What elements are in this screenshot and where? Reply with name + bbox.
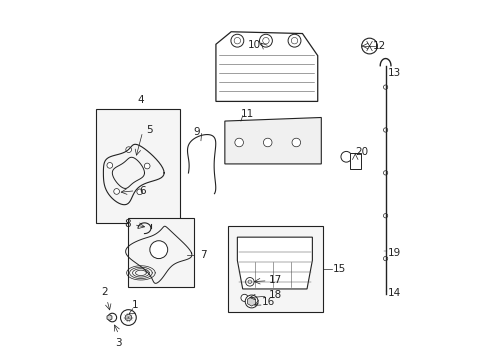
Circle shape [144, 163, 150, 169]
Circle shape [361, 38, 377, 54]
Bar [349, 153, 360, 169]
Circle shape [125, 147, 131, 153]
Circle shape [230, 34, 244, 47]
Polygon shape [107, 315, 112, 320]
Circle shape [340, 152, 351, 162]
Text: 9: 9 [193, 127, 200, 137]
Circle shape [121, 310, 136, 325]
Text: 7: 7 [200, 250, 206, 260]
Text: 4: 4 [137, 95, 144, 105]
Text: 17: 17 [268, 275, 282, 285]
Text: 2: 2 [101, 287, 107, 297]
Text: 18: 18 [268, 290, 282, 300]
Circle shape [137, 189, 142, 195]
Text: 5: 5 [146, 125, 153, 135]
Circle shape [383, 171, 387, 175]
Text: 3: 3 [115, 338, 122, 348]
Bar [96, 109, 180, 223]
Circle shape [383, 256, 387, 261]
Circle shape [263, 138, 271, 147]
Text: 1: 1 [132, 300, 138, 310]
Text: 16: 16 [261, 297, 274, 307]
Text: 6: 6 [139, 186, 145, 196]
Text: 8: 8 [124, 219, 131, 229]
Circle shape [287, 34, 300, 47]
Text: 11: 11 [241, 109, 254, 119]
Circle shape [114, 189, 119, 194]
Circle shape [125, 314, 131, 321]
Polygon shape [237, 237, 312, 289]
Polygon shape [247, 297, 255, 306]
Circle shape [245, 278, 254, 286]
Circle shape [259, 34, 272, 47]
Text: 14: 14 [386, 288, 400, 297]
Circle shape [383, 85, 387, 89]
Bar [128, 217, 194, 287]
Polygon shape [224, 117, 321, 164]
Circle shape [383, 128, 387, 132]
Text: 15: 15 [332, 264, 346, 274]
Text: 19: 19 [386, 248, 400, 258]
Circle shape [108, 313, 116, 322]
Text: 10: 10 [247, 40, 260, 50]
Circle shape [149, 241, 167, 258]
Circle shape [291, 138, 300, 147]
Circle shape [247, 280, 251, 284]
Polygon shape [216, 32, 317, 102]
Circle shape [107, 162, 112, 168]
Bar [228, 226, 323, 312]
Circle shape [244, 295, 258, 308]
Text: 20: 20 [354, 147, 367, 157]
Circle shape [234, 138, 243, 147]
Circle shape [241, 294, 247, 301]
Text: 13: 13 [386, 68, 400, 78]
Text: 12: 12 [372, 41, 386, 51]
Circle shape [383, 213, 387, 218]
